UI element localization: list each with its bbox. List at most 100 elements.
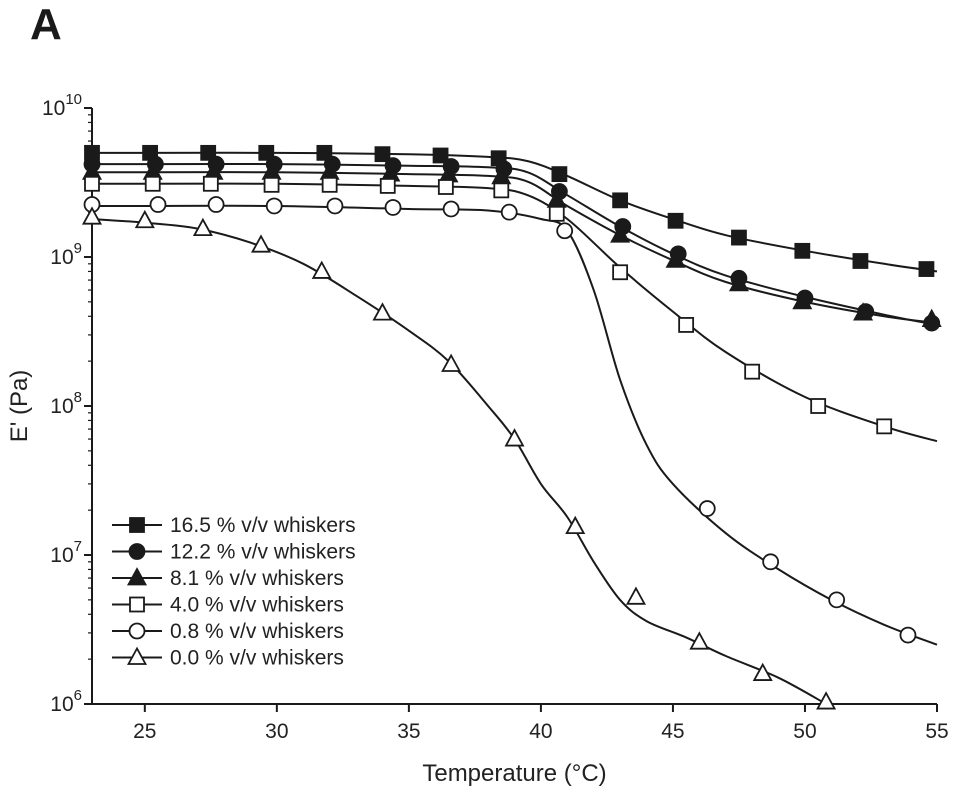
data-point: [625, 586, 646, 605]
data-point: [728, 273, 749, 292]
x-tick-label: 30: [265, 720, 288, 743]
y-tick-label: 108: [50, 389, 82, 418]
legend-marker: [126, 646, 148, 665]
data-point: [810, 398, 827, 414]
data-point: [202, 175, 219, 192]
legend-label: 16.5 % v/v whiskers: [170, 514, 356, 537]
data-point: [792, 290, 813, 310]
x-tick-label: 50: [793, 720, 816, 743]
legend-marker: [128, 622, 146, 640]
data-point: [384, 199, 402, 216]
legend-item-3: 8.1 % v/v whiskers: [112, 567, 344, 590]
legend-marker: [126, 567, 148, 586]
data-point: [207, 196, 225, 213]
data-point: [374, 146, 391, 163]
data-point: [744, 363, 761, 380]
y-axis-title: E' (Pa): [6, 370, 33, 443]
data-point: [794, 242, 811, 259]
data-point: [500, 203, 518, 221]
data-point: [852, 253, 869, 269]
legend-label: 12.2 % v/v whiskers: [170, 541, 356, 564]
data-point: [326, 197, 344, 215]
y-tick-label: 106: [50, 687, 82, 716]
data-point: [565, 515, 586, 535]
data-point: [441, 353, 462, 372]
data-point: [316, 144, 333, 161]
data-point: [81, 206, 103, 225]
data-point: [762, 553, 780, 571]
series-line-5: [92, 204, 938, 646]
x-tick-label: 25: [133, 720, 156, 743]
data-point: [731, 229, 747, 246]
legend-label: 4.0 % v/v whiskers: [170, 594, 344, 617]
legend-marker: [129, 596, 145, 613]
legend-label: 0.0 % v/v whiskers: [170, 647, 344, 670]
data-point: [752, 662, 773, 681]
data-point: [258, 144, 275, 161]
data-point: [612, 264, 629, 281]
panel-label: A: [30, 0, 62, 49]
data-point: [144, 175, 161, 192]
data-point: [665, 249, 686, 268]
legend-item-6: 0.0 % v/v whiskers: [112, 647, 344, 670]
data-point: [678, 317, 695, 333]
x-tick-label: 40: [529, 720, 552, 743]
data-point: [263, 176, 280, 193]
series-markers-5: [83, 196, 917, 644]
series-line-4: [92, 182, 938, 443]
data-point: [149, 196, 167, 213]
data-point: [442, 200, 460, 218]
legend-item-2: 12.2 % v/v whiskers: [112, 541, 356, 564]
data-point: [379, 178, 396, 194]
axes: 25 30 35 40 45 50 55 106 107 108 109 1010: [42, 91, 949, 743]
legend: 16.5 % v/v whiskers 12.2 % v/v whiskers 8.…: [112, 514, 356, 670]
series-markers-4: [84, 175, 893, 435]
data-point: [265, 197, 283, 215]
legend-item-1: 16.5 % v/v whiskers: [112, 514, 356, 537]
data-point: [192, 217, 213, 237]
data-point: [610, 224, 631, 243]
y-tick-label: 1010: [42, 91, 82, 120]
data-point: [921, 308, 942, 328]
legend-label: 8.1 % v/v whiskers: [170, 567, 344, 590]
data-point: [504, 428, 525, 447]
legend-item-5: 0.8 % v/v whiskers: [112, 620, 344, 643]
data-point: [698, 500, 716, 517]
legend-item-4: 4.0 % v/v whiskers: [112, 594, 344, 617]
y-tick-label: 109: [50, 240, 82, 269]
data-point: [918, 261, 935, 277]
data-point: [311, 260, 332, 279]
x-tick-label: 55: [925, 720, 948, 743]
data-point: [551, 166, 568, 183]
data-point: [876, 418, 893, 435]
legend-marker: [129, 517, 145, 533]
data-point: [437, 179, 454, 195]
data-point: [134, 209, 155, 229]
data-point: [816, 691, 837, 710]
data-point: [548, 205, 565, 222]
data-point: [432, 147, 449, 164]
y-tick-label: 107: [50, 538, 82, 567]
legend-marker: [128, 543, 146, 560]
data-point: [899, 626, 917, 644]
data-point: [321, 176, 338, 193]
data-point: [372, 302, 393, 321]
data-point: [612, 192, 629, 209]
data-point: [493, 182, 510, 199]
series-markers-1: [84, 144, 935, 277]
data-point: [200, 144, 217, 161]
series-markers-6: [81, 206, 837, 710]
data-point: [689, 631, 710, 650]
data-point: [84, 175, 100, 192]
legend-label: 0.8 % v/v whiskers: [170, 620, 344, 643]
x-tick-label: 35: [397, 720, 420, 743]
data-point: [250, 234, 272, 253]
x-tick-label: 45: [661, 720, 684, 743]
x-axis-title: Temperature (°C): [422, 760, 606, 787]
data-point: [828, 591, 846, 609]
series-markers: [81, 144, 942, 710]
data-point: [853, 302, 874, 321]
data-point: [556, 222, 574, 240]
y-minor-ticks: [88, 114, 92, 660]
